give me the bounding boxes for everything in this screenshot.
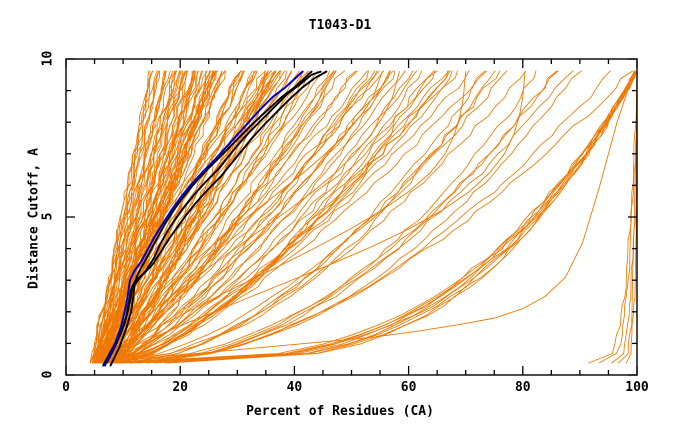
series-line bbox=[119, 70, 537, 364]
blue-curve bbox=[103, 70, 304, 367]
x-tick-label: 100 bbox=[625, 380, 649, 395]
series-line bbox=[93, 70, 154, 364]
series-line bbox=[113, 70, 369, 364]
series-line bbox=[154, 70, 638, 364]
series-line bbox=[93, 70, 154, 364]
series-line bbox=[164, 70, 636, 364]
y-tick-label: 5 bbox=[40, 212, 56, 221]
series-line bbox=[91, 70, 385, 364]
series-line bbox=[94, 70, 181, 364]
series-line bbox=[99, 70, 215, 364]
series-line bbox=[89, 70, 149, 364]
series-line bbox=[115, 70, 527, 364]
series-line-model-outlier-02 bbox=[99, 71, 526, 363]
series-line bbox=[115, 70, 303, 364]
series-line bbox=[92, 70, 438, 364]
series-line bbox=[124, 70, 313, 364]
series-line bbox=[109, 70, 357, 364]
series-line bbox=[115, 70, 459, 364]
series-line bbox=[111, 70, 453, 364]
series-line bbox=[121, 70, 281, 364]
series-line bbox=[109, 70, 376, 364]
series-line bbox=[130, 70, 611, 364]
series-line bbox=[109, 70, 418, 364]
y-tick-label: 0 bbox=[40, 370, 56, 379]
series-line bbox=[117, 70, 276, 364]
series-line bbox=[107, 70, 406, 364]
black-curve-3 bbox=[109, 70, 313, 367]
series-line bbox=[103, 70, 414, 364]
highlight-layer bbox=[102, 70, 328, 367]
series-line bbox=[94, 70, 214, 364]
x-tick-label: 20 bbox=[172, 380, 189, 395]
series-line bbox=[95, 70, 337, 364]
black-curve-2 bbox=[106, 70, 322, 364]
series-line bbox=[96, 70, 326, 364]
x-tick-label: 60 bbox=[400, 380, 417, 395]
series-line bbox=[95, 70, 198, 364]
series-line bbox=[103, 70, 281, 364]
y-tick-label: 10 bbox=[40, 50, 56, 67]
series-line bbox=[122, 70, 486, 364]
chart-title: T1043-D1 bbox=[308, 18, 372, 33]
series-line-model-flat-bundle bbox=[116, 71, 635, 362]
series-line-model-mid-01 bbox=[95, 71, 383, 363]
series-layer bbox=[89, 70, 638, 364]
series-line bbox=[138, 70, 574, 364]
series-line bbox=[119, 70, 470, 364]
x-tick-label: 0 bbox=[62, 380, 70, 395]
series-line bbox=[98, 70, 390, 364]
axis-frame bbox=[65, 58, 638, 376]
series-line bbox=[128, 70, 449, 364]
series-line-model-core-01 bbox=[94, 71, 269, 363]
series-line bbox=[168, 70, 638, 364]
series-line bbox=[588, 70, 638, 364]
x-tick-label: 40 bbox=[286, 380, 303, 395]
series-line bbox=[108, 70, 508, 364]
x-axis-label: Percent of Residues (CA) bbox=[246, 404, 434, 419]
series-line bbox=[106, 70, 300, 364]
series-line bbox=[102, 70, 226, 364]
series-line bbox=[120, 70, 450, 364]
series-line bbox=[121, 70, 638, 364]
series-line-model-mid-02 bbox=[94, 71, 400, 363]
x-tick-label: 80 bbox=[514, 380, 531, 395]
series-line bbox=[98, 70, 217, 364]
series-line-model-core-02 bbox=[91, 71, 276, 363]
series-line bbox=[101, 70, 496, 364]
series-line-model-outlier-01 bbox=[97, 71, 467, 363]
series-line bbox=[101, 70, 558, 364]
series-line bbox=[111, 70, 378, 364]
series-line bbox=[146, 70, 634, 364]
series-line bbox=[114, 70, 277, 364]
